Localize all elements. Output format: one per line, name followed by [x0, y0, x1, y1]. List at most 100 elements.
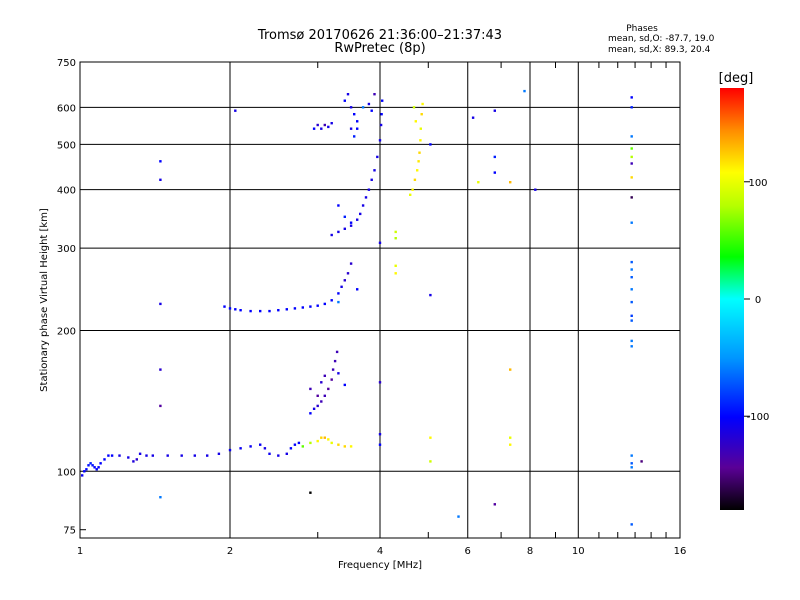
data-point: [330, 122, 333, 125]
data-point: [429, 143, 432, 146]
data-point: [337, 372, 340, 375]
data-point: [367, 102, 371, 106]
data-point: [91, 464, 94, 467]
data-point: [285, 452, 288, 455]
y-tick-label-100: 100: [57, 467, 76, 478]
data-point: [316, 123, 319, 127]
phases-heading: Phases: [626, 24, 658, 34]
data-point: [145, 454, 148, 457]
data-point: [364, 196, 368, 199]
data-point: [509, 181, 512, 184]
y-tick-label-75: 75: [63, 526, 76, 537]
data-point: [630, 462, 633, 465]
data-point: [135, 458, 138, 461]
data-point: [353, 135, 356, 138]
data-point: [132, 460, 135, 463]
y-tick-label-750: 750: [57, 58, 76, 69]
data-point: [297, 441, 301, 445]
data-point: [493, 171, 496, 174]
x-tick-label-1: 1: [77, 546, 83, 557]
data-point: [330, 441, 333, 445]
data-point: [421, 102, 424, 106]
data-point: [630, 196, 633, 199]
data-point: [159, 496, 162, 499]
data-point: [378, 241, 382, 244]
data-point: [346, 272, 350, 275]
series-2: [309, 350, 346, 415]
y-tick-label-300: 300: [57, 244, 76, 255]
data-point: [180, 454, 183, 457]
data-point: [394, 264, 397, 267]
data-point: [356, 218, 359, 221]
series-1: [301, 436, 353, 448]
data-point: [378, 443, 382, 446]
x-tick-label-16: 16: [674, 546, 687, 557]
data-point: [268, 309, 271, 313]
data-point: [630, 339, 633, 343]
data-point: [333, 359, 337, 363]
data-point: [429, 436, 432, 439]
data-point: [228, 448, 232, 452]
data-point: [249, 445, 252, 448]
data-point: [349, 127, 353, 130]
data-point: [411, 188, 414, 191]
data-point: [361, 204, 365, 207]
series-0: [81, 441, 301, 477]
data-point: [353, 113, 356, 116]
x-tick-label-2: 2: [227, 546, 233, 557]
data-point: [330, 233, 333, 237]
colorbar-tick-label-0: 0: [755, 295, 761, 306]
data-point: [293, 443, 297, 446]
data-point: [417, 160, 420, 163]
data-point: [95, 468, 98, 471]
series-3: [223, 262, 359, 313]
data-point: [249, 309, 252, 313]
data-point: [630, 345, 633, 348]
data-point: [429, 460, 432, 463]
data-point: [293, 307, 297, 310]
data-point: [327, 125, 330, 129]
data-point: [378, 139, 382, 142]
data-point: [316, 394, 319, 397]
data-point: [349, 106, 353, 109]
y-tick-label-200: 200: [57, 326, 76, 337]
data-point: [83, 470, 86, 473]
data-point: [630, 276, 633, 279]
data-point: [356, 120, 359, 123]
data-point: [394, 230, 397, 234]
data-point: [323, 302, 326, 306]
data-point: [343, 279, 346, 282]
series-4: [330, 99, 384, 237]
data-point: [138, 452, 142, 455]
data-point: [228, 307, 232, 310]
data-point: [640, 460, 643, 463]
data-point: [414, 120, 417, 123]
data-point: [239, 447, 242, 450]
data-point: [340, 285, 343, 288]
data-point: [509, 368, 512, 371]
plot-frame: [79, 61, 681, 539]
data-point: [630, 466, 633, 469]
data-point: [97, 466, 100, 469]
data-point: [367, 188, 371, 191]
data-point: [343, 227, 346, 230]
y-tick-label-400: 400: [57, 186, 76, 197]
data-point: [159, 302, 162, 306]
data-point: [263, 447, 267, 450]
data-point: [630, 155, 633, 159]
data-point: [370, 109, 373, 112]
data-point: [309, 491, 312, 494]
data-point: [356, 127, 359, 130]
data-point: [337, 300, 340, 304]
data-point: [309, 305, 312, 308]
x-axis-ticks: 1 2 4 6 8 10 16: [77, 62, 687, 557]
data-point: [349, 224, 353, 227]
data-point: [419, 139, 422, 142]
data-point: [409, 193, 412, 196]
data-point: [81, 474, 84, 477]
data-point: [343, 99, 346, 102]
data-point: [630, 314, 633, 317]
data-point: [380, 113, 383, 116]
data-point: [335, 350, 339, 354]
data-point: [159, 368, 162, 371]
